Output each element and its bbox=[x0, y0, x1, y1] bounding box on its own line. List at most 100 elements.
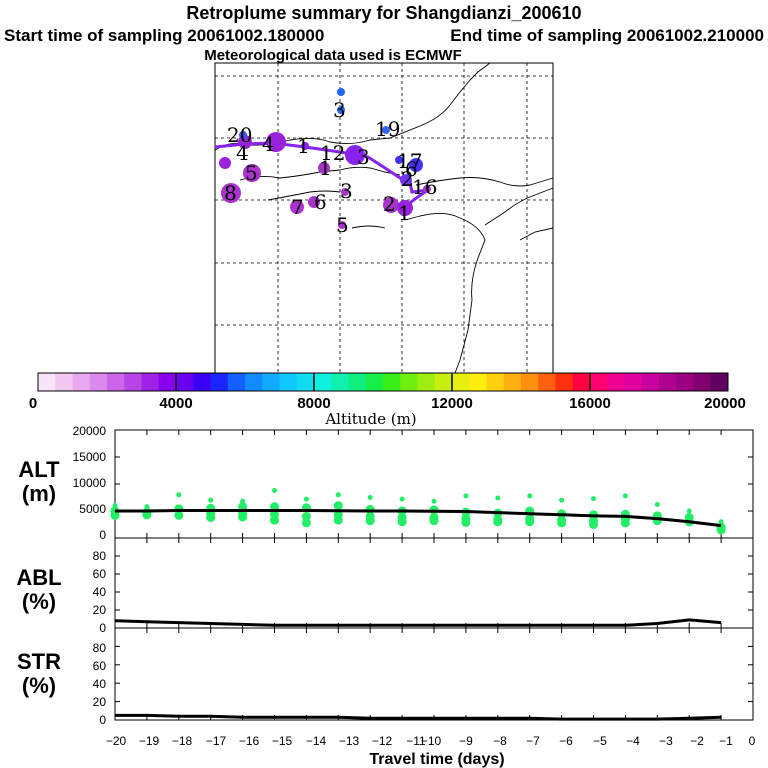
alt-data-point bbox=[463, 493, 469, 499]
x-tick-label: −3 bbox=[659, 734, 673, 748]
colorbar-cell bbox=[210, 373, 229, 391]
colorbar-cell bbox=[521, 373, 539, 391]
colorbar-cell bbox=[383, 373, 401, 391]
str-ytick: 0 bbox=[99, 713, 106, 727]
alt-data-point bbox=[333, 515, 343, 525]
map-label: 1 bbox=[319, 156, 332, 180]
end-time: End time of sampling 20061002.210000 bbox=[450, 26, 764, 45]
colorbar-cell bbox=[296, 373, 315, 391]
cluster-marker bbox=[318, 162, 330, 174]
map-label: 3 bbox=[340, 179, 353, 203]
alt-data-point bbox=[176, 492, 182, 498]
cluster-marker bbox=[338, 221, 346, 229]
colorbar-frame bbox=[37, 372, 729, 392]
alt-data-point bbox=[686, 508, 692, 514]
colorbar-cell bbox=[693, 373, 712, 391]
cluster-marker bbox=[219, 157, 231, 169]
alt-unit: (m) bbox=[22, 481, 56, 506]
alt-data-point bbox=[654, 502, 660, 508]
plume-clusters bbox=[219, 88, 431, 229]
colorbar-cell bbox=[55, 373, 73, 391]
cluster-marker bbox=[382, 126, 390, 134]
colorbar-cell bbox=[400, 373, 418, 391]
alt-ytick: 10000 bbox=[73, 476, 107, 490]
map-label: 7 bbox=[291, 195, 304, 219]
str-label: STR bbox=[17, 649, 61, 674]
abl-label: ABL bbox=[16, 565, 61, 590]
alt-data-point bbox=[525, 517, 535, 527]
map-label: 5 bbox=[336, 213, 349, 237]
colorbar-cell bbox=[262, 373, 280, 391]
abl-unit: (%) bbox=[22, 589, 56, 614]
alt-data-point bbox=[110, 510, 120, 520]
alt-data-point bbox=[429, 516, 439, 526]
x-tick-labels: −20 −19 −18 −17 −16 −15 −14 −13 −12 −11 … bbox=[106, 734, 756, 748]
str-ytick: 40 bbox=[93, 677, 107, 691]
alt-data-point bbox=[399, 496, 405, 502]
alt-data-point bbox=[335, 492, 341, 498]
abl-ytick: 0 bbox=[99, 621, 106, 635]
x-tick-label: −8 bbox=[493, 734, 507, 748]
colorbar-cell bbox=[348, 373, 367, 391]
x-tick-label: −20 bbox=[106, 734, 127, 748]
alt-data-point bbox=[142, 510, 152, 520]
abl-panel-frame bbox=[114, 537, 754, 629]
colorbar-cell bbox=[659, 373, 677, 391]
colorbar-cell bbox=[434, 373, 453, 391]
cluster-marker bbox=[409, 158, 423, 172]
x-tick-label: −16 bbox=[239, 734, 260, 748]
colorbar-tick-label: 16000 bbox=[569, 395, 611, 412]
alt-data-point bbox=[620, 518, 630, 528]
x-axis-label: Travel time (days) bbox=[369, 751, 504, 768]
x-tick-label: −18 bbox=[172, 734, 193, 748]
alt-data-point bbox=[272, 487, 277, 493]
map-label: 1 bbox=[297, 134, 310, 158]
alt-ytick: 15000 bbox=[73, 450, 107, 464]
cluster-marker bbox=[341, 188, 349, 196]
map-label: 2 bbox=[383, 192, 396, 216]
map-frame bbox=[214, 62, 554, 374]
colorbar: 0 4000 8000 12000 16000 20000 Altitude (… bbox=[29, 372, 746, 428]
map-labels: 20 4 3 19 4 12 3 17 1 5 2 6 8 3 6 7 16 2… bbox=[224, 98, 437, 237]
alt-label: ALT bbox=[18, 457, 60, 482]
cluster-marker bbox=[239, 131, 247, 139]
alt-data-point bbox=[206, 512, 216, 522]
tick-marks bbox=[114, 429, 754, 721]
colorbar-cell bbox=[365, 373, 384, 391]
alt-data-point bbox=[493, 517, 503, 527]
map-label: 4 bbox=[262, 132, 275, 156]
cluster-marker bbox=[395, 156, 403, 164]
colorbar-cell bbox=[555, 373, 574, 391]
colorbar-cell bbox=[227, 373, 246, 391]
map-label: 19 bbox=[375, 117, 400, 141]
cluster-marker bbox=[383, 197, 399, 213]
cluster-marker bbox=[221, 183, 241, 203]
colorbar-cell bbox=[624, 373, 643, 391]
x-tick-label: −15 bbox=[272, 734, 293, 748]
cluster-marker bbox=[345, 145, 365, 165]
x-tick-label: −7 bbox=[526, 734, 540, 748]
colorbar-tick-label: 12000 bbox=[431, 395, 473, 412]
alt-ytick: 20000 bbox=[73, 424, 107, 438]
map-label: 3 bbox=[333, 98, 346, 122]
colorbar-cell bbox=[710, 373, 729, 391]
alt-data-point bbox=[333, 501, 343, 511]
abl-series bbox=[114, 618, 722, 627]
cluster-marker bbox=[397, 200, 413, 216]
cluster-marker bbox=[337, 106, 345, 114]
str-ytick: 80 bbox=[93, 641, 107, 655]
cluster-marker bbox=[400, 174, 412, 186]
alt-data-point bbox=[303, 496, 309, 502]
x-tick-label: −2 bbox=[690, 734, 704, 748]
colorbar-cell bbox=[279, 373, 298, 391]
map-label: 6 bbox=[405, 157, 418, 181]
alt-data-point bbox=[208, 497, 214, 503]
colorbar-cell bbox=[124, 373, 142, 391]
colorbar-cell bbox=[676, 373, 694, 391]
alt-data-point bbox=[559, 497, 565, 503]
str-ytick: 20 bbox=[93, 695, 107, 709]
cluster-marker bbox=[290, 200, 304, 214]
str-ytick: 60 bbox=[93, 659, 107, 673]
alt-data-point bbox=[431, 498, 437, 504]
alt-data-point bbox=[238, 502, 248, 512]
